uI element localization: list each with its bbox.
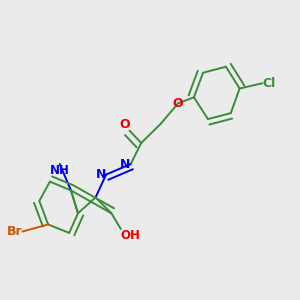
Text: Cl: Cl — [262, 77, 276, 90]
Text: N: N — [120, 158, 131, 171]
Text: OH: OH — [121, 229, 141, 242]
Text: N: N — [96, 168, 106, 181]
Text: Br: Br — [7, 225, 22, 238]
Text: O: O — [173, 97, 183, 110]
Text: NH: NH — [50, 164, 70, 177]
Text: O: O — [119, 118, 130, 131]
